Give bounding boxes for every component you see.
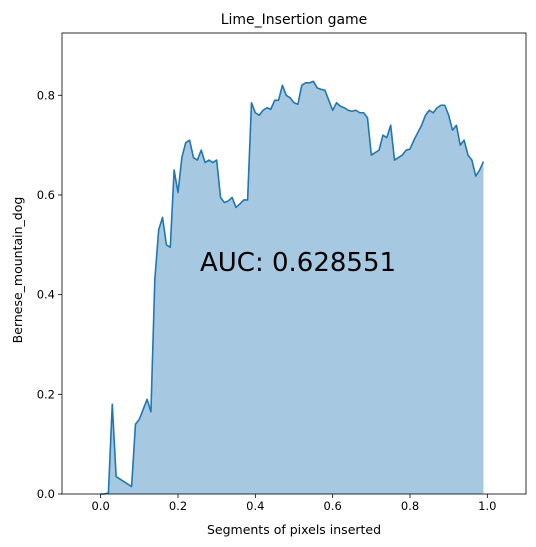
score-curve-line — [100, 80, 485, 495]
auc-annotation: AUC: 0.628551 — [200, 248, 396, 278]
x-tick-label: 0.8 — [401, 499, 419, 513]
axes-frame — [61, 32, 527, 495]
x-tick-label: 0.4 — [246, 499, 264, 513]
x-tick-label: 0.2 — [169, 499, 187, 513]
x-tick-label: 0.0 — [92, 499, 110, 513]
y-axis-label: Bernese_mountain_dog — [10, 197, 25, 344]
chart-title: Lime_Insertion game — [221, 12, 368, 28]
plot-area — [100, 80, 485, 495]
y-tick-label: 0.6 — [37, 188, 55, 202]
axes: 0.0 0.2 0.4 0.6 0.8 1.0 0.0 0.2 0.4 0.6 0.8 — [37, 32, 527, 513]
y-tick-label: 0.0 — [37, 487, 55, 501]
auc-area-fill — [100, 81, 484, 494]
y-tick-label: 0.4 — [37, 288, 55, 302]
x-tick-label: 0.6 — [324, 499, 342, 513]
x-tick-label: 1.0 — [478, 499, 496, 513]
x-axis-label: Segments of pixels inserted — [207, 522, 381, 537]
y-tick-label: 0.8 — [37, 88, 55, 102]
y-tick-label: 0.2 — [37, 387, 55, 401]
